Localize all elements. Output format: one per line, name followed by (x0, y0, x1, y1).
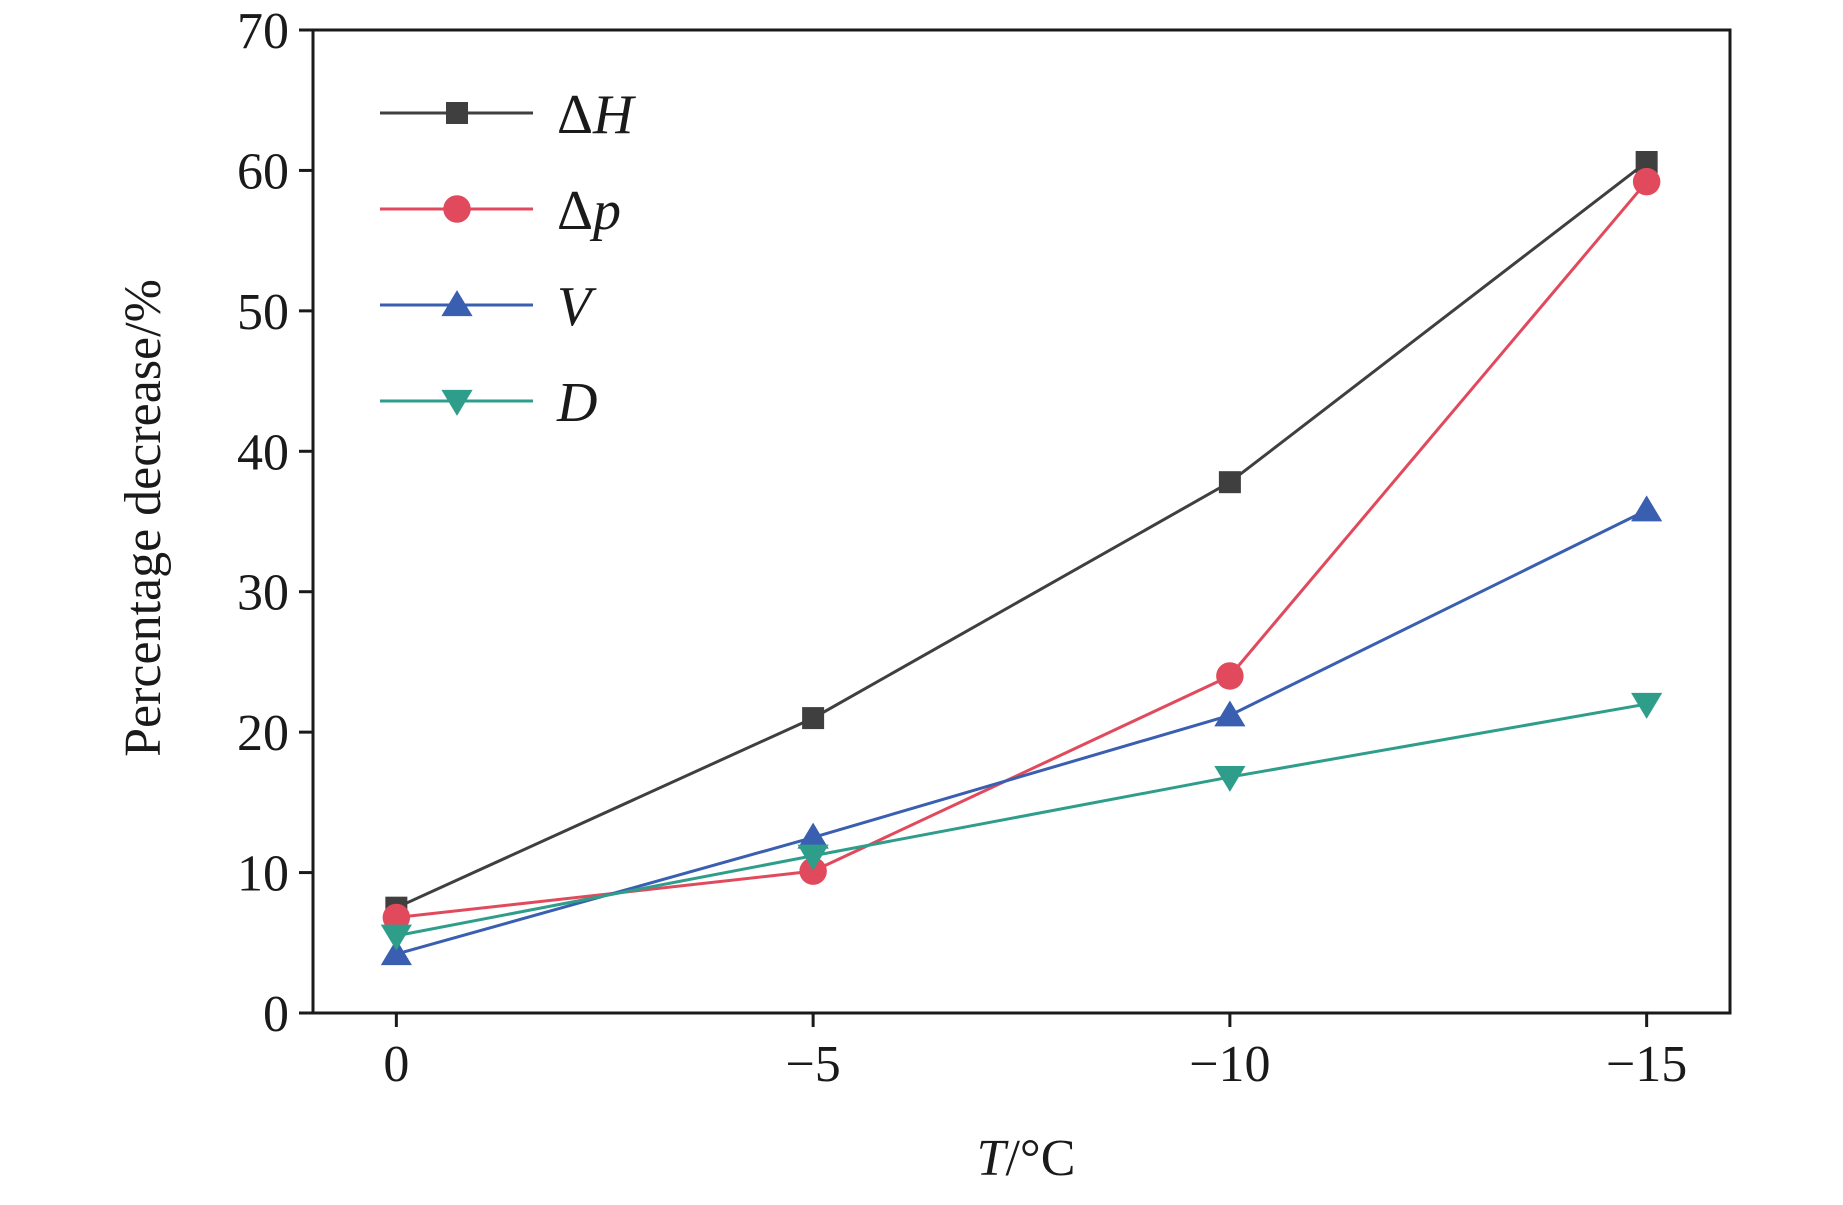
legend-variable: p (589, 180, 621, 242)
series-v-group (380, 495, 1663, 966)
data-point-p (1216, 662, 1244, 690)
y-tick-label: 50 (237, 284, 289, 341)
x-tick-label: 0 (383, 1036, 409, 1093)
series-line-h (395, 160, 1648, 910)
data-point-v (1214, 700, 1246, 727)
data-point-v (797, 822, 829, 849)
legend-marker (443, 195, 471, 223)
legend-marker (441, 290, 473, 317)
data-point-p (1632, 167, 1661, 196)
legend-item: D (380, 372, 597, 434)
legend-item: Δp (380, 180, 621, 242)
legend-variable: D (556, 372, 597, 434)
legend-item: V (380, 276, 597, 338)
x-axis-unit: /°C (1005, 1130, 1075, 1187)
y-tick-label: 30 (237, 565, 289, 622)
y-tick-label: 20 (237, 705, 289, 762)
data-point-d (1214, 765, 1246, 792)
legend-label: ΔH (557, 84, 636, 146)
data-point-h (802, 707, 825, 730)
x-tick-label: −5 (785, 1036, 840, 1093)
data-point-d (797, 844, 829, 871)
data-point-d (380, 924, 412, 951)
legend-label: Δp (557, 180, 621, 242)
series-line-d (396, 702, 1647, 938)
data-point-d (1631, 692, 1663, 719)
y-tick-label: 10 (237, 846, 289, 903)
legend-variable: H (592, 84, 636, 146)
legend-variable: V (557, 276, 597, 338)
series-d-group (380, 692, 1663, 951)
series-h-group (385, 151, 1658, 919)
legend-marker (441, 389, 473, 416)
x-axis-title: T/°C (977, 1130, 1076, 1187)
x-tick-label: −10 (1189, 1036, 1270, 1093)
legend-marker (446, 102, 468, 124)
y-tick-label: 70 (237, 3, 289, 60)
data-point-p (382, 903, 411, 932)
x-axis-variable: T (977, 1130, 1009, 1187)
legend-item: ΔH (380, 84, 636, 146)
legend-symbol: Δ (557, 84, 593, 146)
data-point-h (1635, 151, 1658, 174)
y-tick-label: 60 (237, 143, 289, 200)
legend-label: D (556, 372, 597, 434)
legend-label: V (557, 276, 597, 338)
legend-symbol: Δ (557, 180, 593, 242)
x-tick-label: −15 (1606, 1036, 1687, 1093)
data-point-v (380, 939, 412, 966)
data-point-p (799, 857, 827, 885)
data-point-v (1631, 495, 1663, 522)
plot-frame (311, 28, 1732, 1015)
y-tick-label: 40 (237, 424, 289, 481)
y-tick-label: 0 (263, 986, 289, 1043)
y-axis-title: Percentage decrease/% (115, 279, 172, 757)
series-line-v (395, 508, 1648, 956)
data-point-h (1218, 471, 1241, 494)
